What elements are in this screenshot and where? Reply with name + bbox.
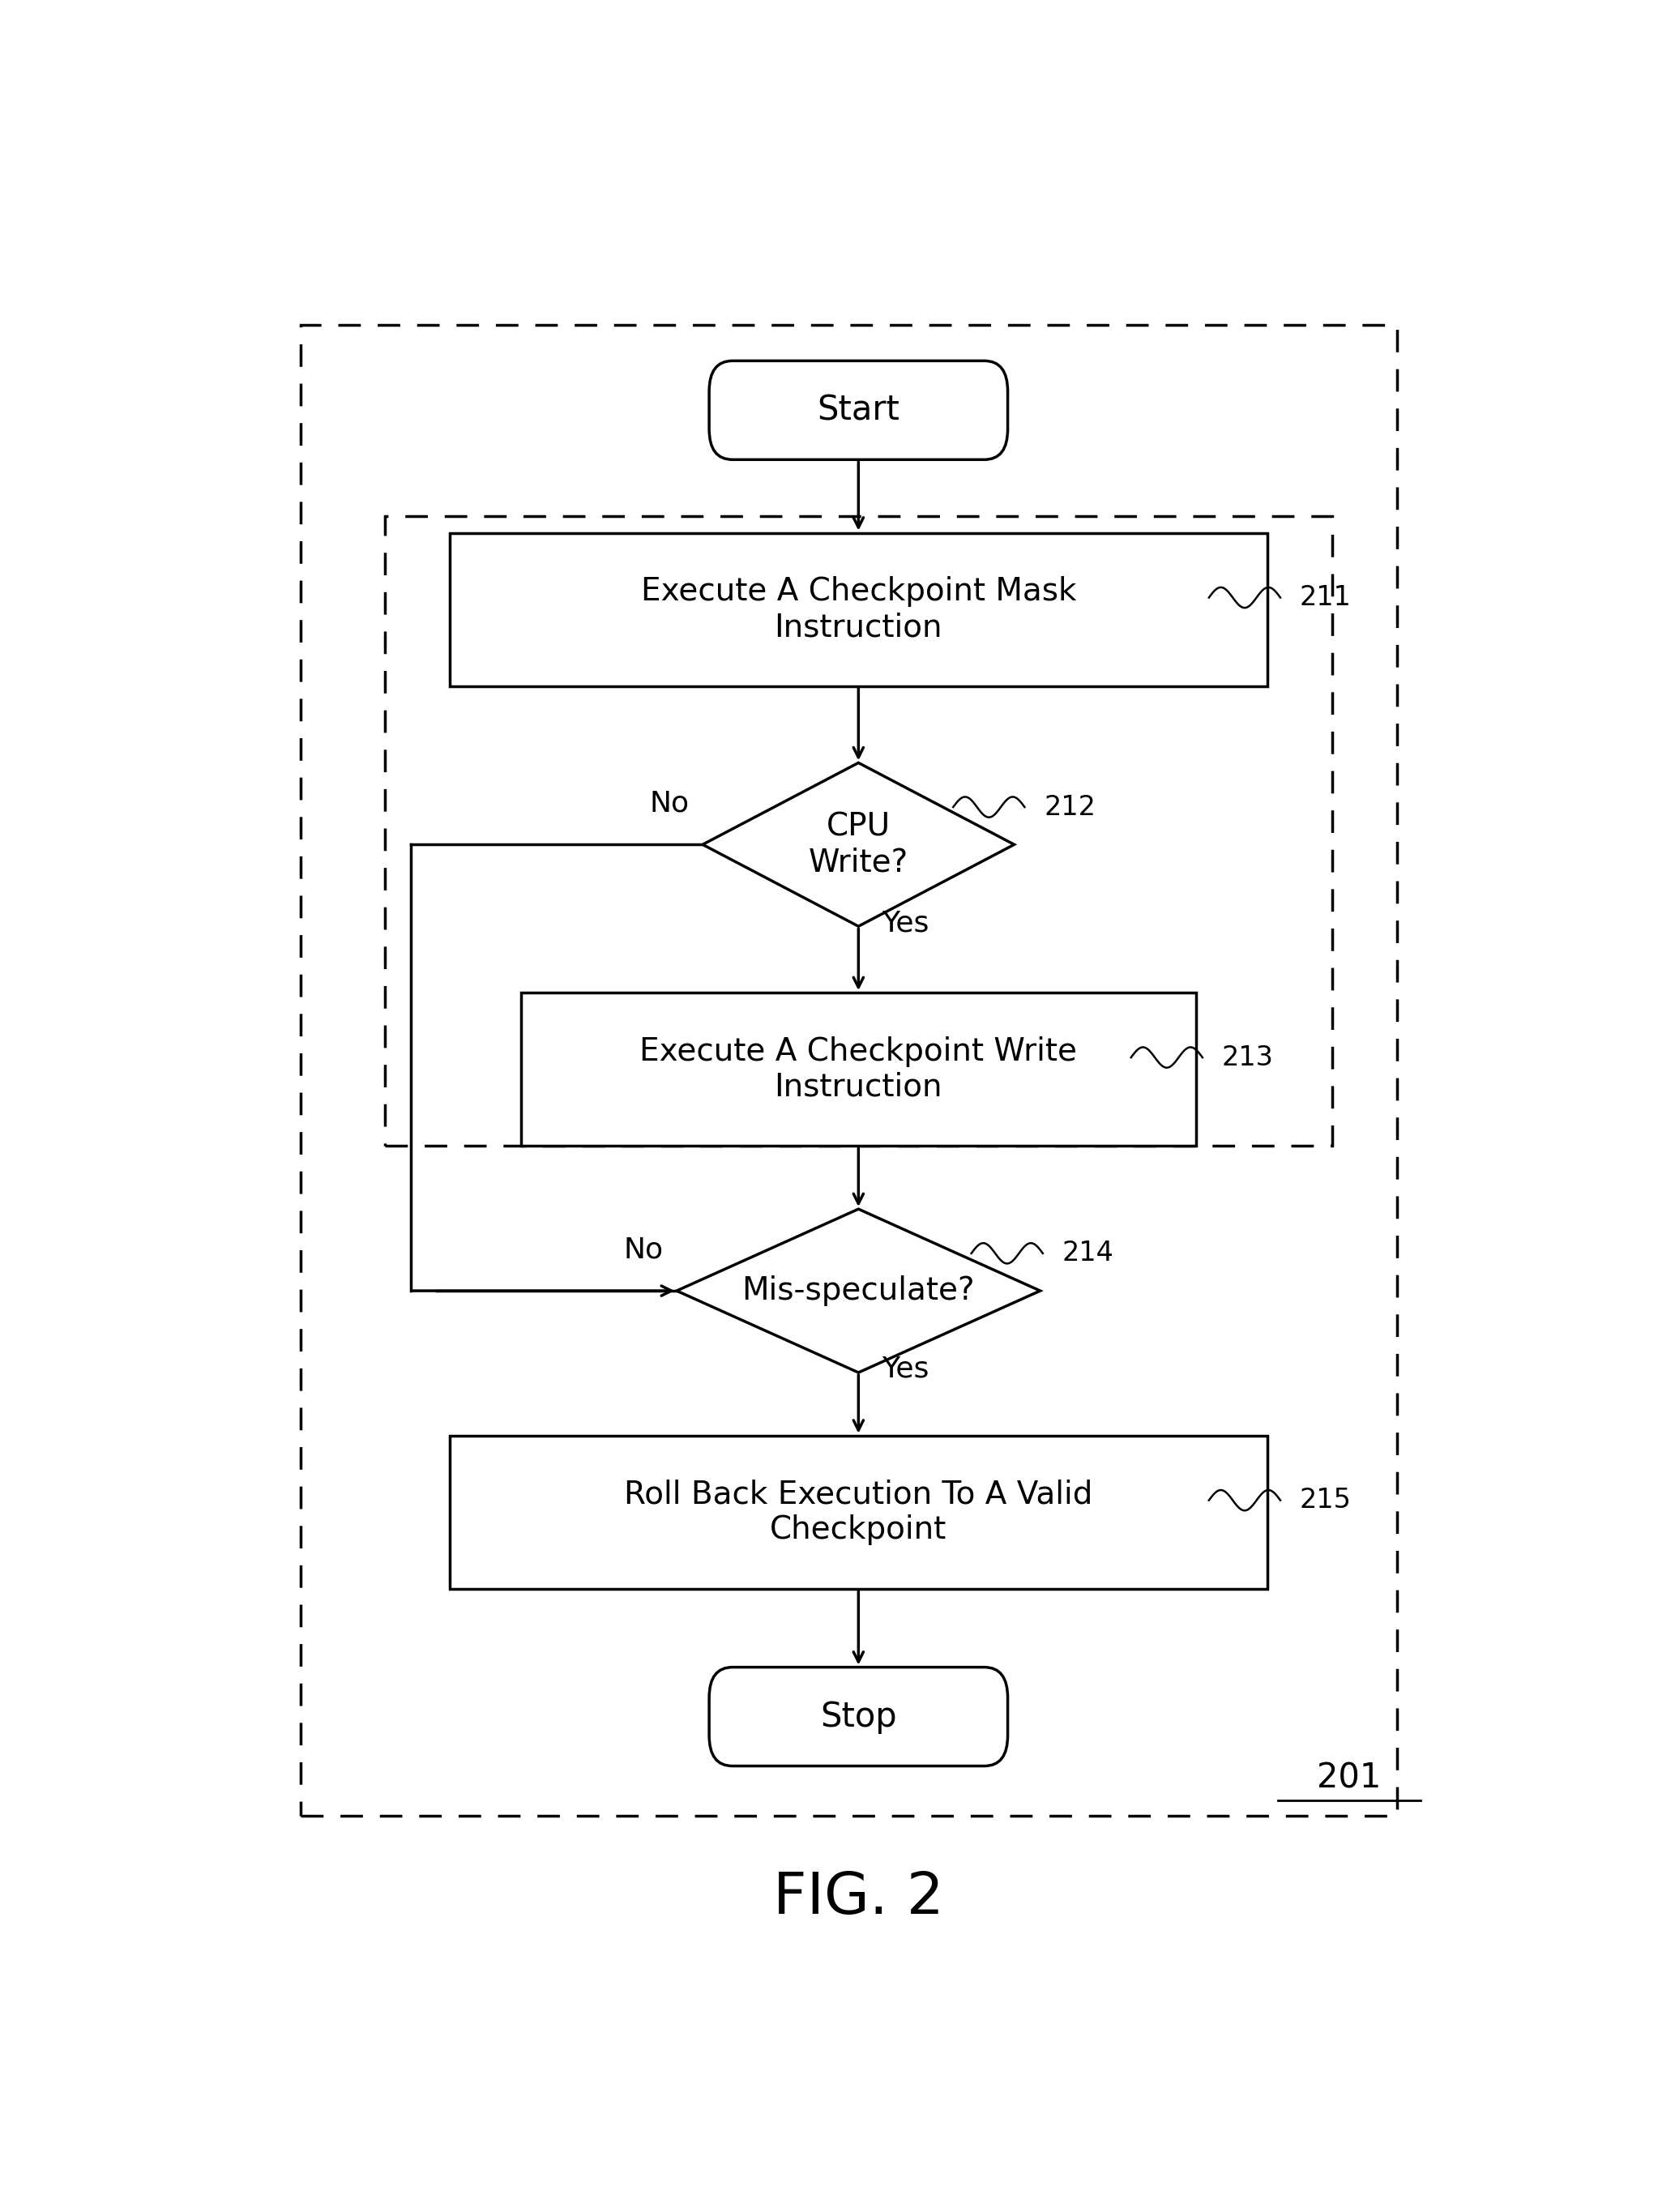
FancyBboxPatch shape [449, 1436, 1268, 1588]
Text: 214: 214 [1062, 1241, 1114, 1267]
Text: No: No [650, 790, 690, 816]
FancyBboxPatch shape [709, 361, 1008, 460]
Text: Yes: Yes [881, 1356, 930, 1382]
Text: Mis-speculate?: Mis-speculate? [742, 1276, 975, 1305]
Text: Stop: Stop [821, 1699, 896, 1734]
Text: FIG. 2: FIG. 2 [772, 1869, 945, 1927]
FancyBboxPatch shape [449, 533, 1268, 686]
Polygon shape [704, 763, 1013, 927]
Text: 201: 201 [1317, 1761, 1382, 1794]
Text: Roll Back Execution To A Valid
Checkpoint: Roll Back Execution To A Valid Checkpoin… [625, 1480, 1092, 1546]
Text: CPU
Write?: CPU Write? [809, 812, 908, 878]
Polygon shape [677, 1210, 1040, 1371]
Text: No: No [623, 1237, 663, 1263]
Text: Start: Start [817, 394, 899, 427]
Text: 212: 212 [1044, 794, 1095, 821]
Text: 211: 211 [1300, 584, 1352, 611]
Text: Execute A Checkpoint Mask
Instruction: Execute A Checkpoint Mask Instruction [640, 577, 1077, 644]
Text: Yes: Yes [881, 909, 930, 938]
Text: 213: 213 [1223, 1044, 1273, 1071]
FancyBboxPatch shape [709, 1668, 1008, 1765]
FancyBboxPatch shape [521, 993, 1196, 1146]
Text: Execute A Checkpoint Write
Instruction: Execute A Checkpoint Write Instruction [640, 1035, 1077, 1102]
Text: 215: 215 [1300, 1486, 1352, 1513]
